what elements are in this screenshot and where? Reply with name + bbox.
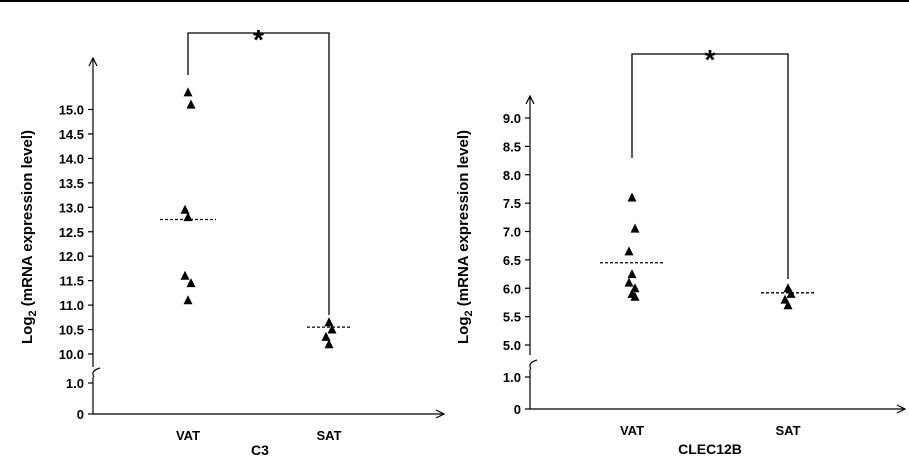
top-rule: [0, 0, 909, 2]
y-tick-label: 0: [77, 407, 84, 422]
data-point: [186, 99, 196, 109]
y-title-rest: (mRNA expression level): [455, 130, 472, 310]
x-axis-title: CLEC12B: [678, 441, 742, 457]
significance-star: *: [705, 44, 716, 75]
y-tick-label: 9.0: [503, 111, 521, 126]
data-point: [186, 278, 196, 288]
y-tick-label: 12.0: [59, 249, 84, 264]
category-label: SAT: [775, 423, 800, 438]
data-point: [627, 192, 637, 202]
data-point: [630, 223, 640, 233]
y-axis-arrow: [88, 56, 98, 67]
category-label: VAT: [620, 423, 644, 438]
y-tick-label: 0: [514, 402, 521, 417]
data-point: [183, 295, 193, 305]
chart-panel-2: 0 1.0 5.0 5.5 6.0 6.5 7.0 7.5 8.0 8.5 9.0 VAT SAT * CL…: [455, 44, 907, 457]
x-axis-arrow: [435, 409, 446, 419]
axis-break-mark: [92, 367, 101, 378]
data-point: [183, 87, 193, 97]
data-point: [624, 277, 634, 287]
significance-star: *: [253, 24, 264, 55]
data-point: [324, 317, 334, 327]
y-title-main: Log: [19, 316, 36, 344]
significance-bracket: [631, 53, 789, 279]
y-tick-label: 13.0: [59, 200, 84, 215]
y-tick-label: 6.0: [503, 281, 521, 296]
y-tick-label: 6.5: [503, 253, 521, 268]
y-title-main: Log: [455, 316, 472, 344]
y-tick-label: 11.5: [59, 274, 84, 289]
data-point: [630, 291, 640, 301]
category-label: SAT: [316, 428, 341, 443]
data-point: [327, 324, 337, 334]
y-axis-title: Log2 (mRNA expression level): [19, 130, 39, 344]
data-point: [783, 283, 793, 293]
y-tick-label: 12.5: [59, 225, 84, 240]
y-tick-label: 5.0: [503, 338, 521, 353]
y-tick-label: 8.0: [503, 168, 521, 183]
y-tick-label: 8.5: [503, 139, 521, 154]
y-tick-label: 15.0: [59, 103, 84, 118]
y-tick-label: 7.0: [503, 225, 521, 240]
y-tick-label: 1.0: [503, 370, 521, 385]
category-label: VAT: [176, 428, 200, 443]
chart-panel-1: 0 1.0 10.0 10.5 11.0 11.5 12.0 12.5 13.0 13.5 14.0…: [19, 24, 446, 458]
y-tick-label: 14.5: [59, 127, 84, 142]
y-axis-title: Log2 (mRNA expression level): [455, 130, 475, 344]
y-tick-label: 11.0: [59, 298, 84, 313]
data-point: [624, 246, 634, 256]
y-axis-arrow: [525, 94, 535, 105]
x-axis-title: C3: [251, 442, 269, 458]
data-point: [783, 300, 793, 310]
y-title-subscript: 2: [463, 310, 475, 316]
y-tick-label: 13.5: [59, 176, 84, 191]
data-point: [630, 283, 640, 293]
data-point: [786, 288, 796, 298]
y-tick-label: 7.5: [503, 196, 521, 211]
data-point: [180, 270, 190, 280]
y-tick-label: 10.5: [59, 323, 84, 338]
data-point: [627, 269, 637, 279]
axis-break-mark: [529, 359, 538, 370]
y-tick-label: 14.0: [59, 151, 84, 166]
data-point: [183, 212, 193, 222]
y-title-rest: (mRNA expression level): [19, 130, 36, 310]
data-point: [324, 339, 334, 349]
data-point: [780, 294, 790, 304]
data-point: [180, 204, 190, 214]
data-point: [321, 331, 331, 341]
x-axis-arrow: [896, 404, 907, 414]
significance-bracket: [187, 32, 330, 315]
y-tick-label: 1.0: [66, 376, 84, 391]
y-tick-label: 10.0: [59, 347, 84, 362]
y-title-subscript: 2: [27, 310, 39, 316]
y-tick-label: 5.5: [503, 310, 521, 325]
